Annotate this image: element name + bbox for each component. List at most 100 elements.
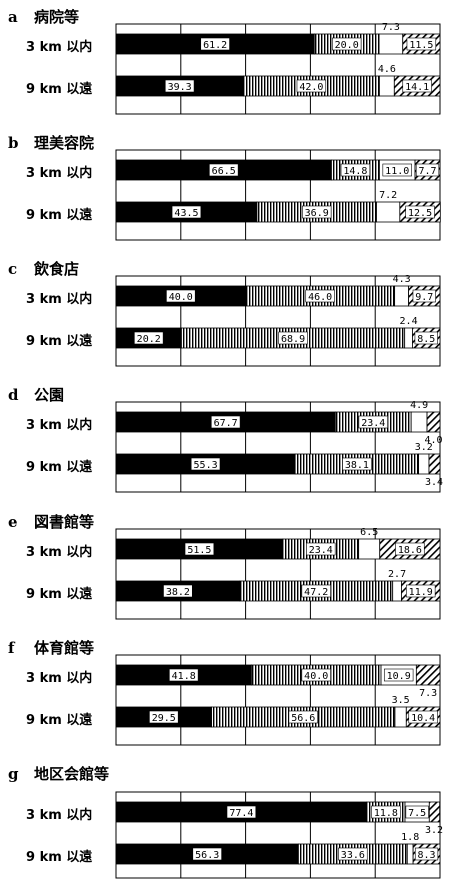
data-label: 10.9	[387, 671, 411, 682]
chart-plot: 67.7 23.4 4.9 4.0 55.3 38.1 3.2 3.4	[115, 400, 443, 493]
chart-plot: 77.4 11.8 7.5 3.2 56.3 33.6 1.8 8.3	[115, 791, 443, 879]
panel-letter: f	[8, 639, 15, 657]
panel-letter: e	[8, 513, 18, 531]
data-label: 3.5	[392, 695, 410, 706]
data-label-box	[338, 847, 368, 861]
panel-title-text: 図書館等	[34, 513, 95, 531]
data-label: 14.1	[405, 82, 429, 93]
data-label: 2.7	[388, 569, 406, 580]
plot-frame	[115, 654, 441, 746]
panel-title: c 飲食店	[8, 258, 79, 279]
row-label: 9 km 以遠	[26, 587, 93, 602]
panel-title-text: 公園	[34, 386, 65, 404]
data-label-box	[169, 668, 199, 682]
data-label-box	[358, 415, 388, 429]
plot-frame	[115, 528, 441, 620]
data-label: 4.0	[424, 435, 442, 446]
panel-title: a 病院等	[8, 6, 79, 27]
data-label-box	[301, 668, 331, 682]
panel-title-text: 体育館等	[34, 639, 95, 657]
data-label: 11.5	[409, 40, 433, 51]
data-label: 3.2	[425, 825, 443, 836]
data-label: 47.2	[304, 587, 328, 598]
segment-diagonal-hatch	[428, 801, 441, 823]
chart-plot: 61.2 20.0 7.3 11.5 39.3 42.0 4.6 14.1	[115, 22, 441, 115]
segment-diagonal-hatch	[426, 411, 441, 433]
data-label: 46.0	[308, 292, 332, 303]
data-label: 8.5	[417, 334, 435, 345]
data-label-box	[163, 584, 193, 598]
data-label: 7.7	[418, 166, 436, 177]
data-label: 3.2	[415, 442, 433, 453]
data-label-box	[226, 805, 257, 819]
plot-frame	[115, 401, 441, 493]
data-label: 11.8	[374, 808, 398, 819]
data-label-box	[200, 37, 230, 51]
row-label: 3 km 以内	[26, 671, 93, 686]
panel-letter: a	[8, 8, 18, 26]
data-label: 43.5	[174, 208, 198, 219]
data-label: 77.4	[229, 808, 253, 819]
panel-title: f 体育館等	[8, 637, 94, 658]
panel-title: g 地区会館等	[8, 763, 109, 784]
data-label-box	[371, 805, 401, 819]
segment-blank	[404, 327, 413, 349]
data-label: 4.9	[410, 400, 428, 411]
chart-plot: 41.8 40.0 10.9 7.3 29.5 56.6 3.510.4	[115, 654, 441, 746]
data-label: 20.2	[137, 334, 161, 345]
plot-frame	[115, 149, 441, 241]
data-label: 23.4	[309, 545, 333, 556]
data-label: 7.3	[382, 22, 400, 33]
data-label-box	[190, 457, 221, 471]
panel-title: e 図書館等	[8, 511, 94, 532]
chart-panel-e: e 図書館等 3 km 以内 9 km 以遠 51.5 23.4 6.5 18.6 38.2 47…	[0, 505, 450, 631]
data-label-box	[184, 542, 215, 556]
data-label-box	[405, 805, 429, 819]
data-label: 11.0	[385, 166, 409, 177]
data-label-box	[406, 584, 436, 598]
segment-blank	[358, 538, 381, 560]
data-label: 23.4	[361, 418, 385, 429]
row-label: 9 km 以遠	[26, 713, 93, 728]
chart-panel-g: g 地区会館等 3 km 以内 9 km 以遠 77.4 11.8 7.5 3.2 56.3 33…	[0, 757, 450, 883]
chart-plot: 51.5 23.4 6.5 18.6 38.2 47.2 2.711.9	[115, 527, 441, 620]
data-label-box	[305, 289, 335, 303]
panel-title-text: 地区会館等	[34, 765, 110, 783]
segment-blank	[376, 201, 401, 223]
chart-panel-c: c 飲食店 3 km 以内 9 km 以遠 40.0 46.0 4.3 9.7 20.2 68.9…	[0, 252, 450, 378]
row-label: 9 km 以遠	[26, 850, 93, 865]
data-label-box	[210, 415, 241, 429]
row-label: 9 km 以遠	[26, 334, 93, 349]
chart-panel-b: b 理美容院 3 km 以内 9 km 以遠 66.5 14.8 11.0 7.7 43.5 36…	[0, 126, 450, 252]
data-label: 4.6	[378, 64, 396, 75]
data-label-box	[164, 79, 195, 93]
data-label-box	[302, 205, 332, 219]
data-label-box	[278, 331, 308, 345]
data-label: 1.8	[401, 832, 419, 843]
panel-title-text: 飲食店	[34, 260, 80, 278]
panel-letter: g	[8, 765, 19, 783]
data-label: 18.6	[398, 545, 422, 556]
data-label-box	[288, 710, 318, 724]
segment-blank	[418, 453, 430, 475]
data-label: 20.0	[335, 40, 359, 51]
data-label-box	[408, 710, 438, 724]
row-label: 9 km 以遠	[26, 82, 93, 97]
data-label: 40.0	[304, 671, 328, 682]
data-label: 56.3	[195, 850, 219, 861]
data-label: 12.5	[408, 208, 432, 219]
data-label-box	[342, 457, 372, 471]
data-label-box	[301, 584, 331, 598]
data-label: 4.3	[393, 274, 411, 285]
row-label: 9 km 以遠	[26, 208, 93, 223]
row-label: 3 km 以内	[26, 418, 93, 433]
data-label: 38.2	[166, 587, 190, 598]
data-label-box	[331, 37, 362, 51]
data-label-box	[383, 668, 414, 682]
data-label: 7.2	[379, 190, 397, 201]
data-label: 51.5	[187, 545, 211, 556]
data-label-box	[414, 847, 439, 861]
data-label-box	[171, 205, 202, 219]
data-label: 61.2	[203, 40, 227, 51]
data-label-box	[405, 205, 435, 219]
